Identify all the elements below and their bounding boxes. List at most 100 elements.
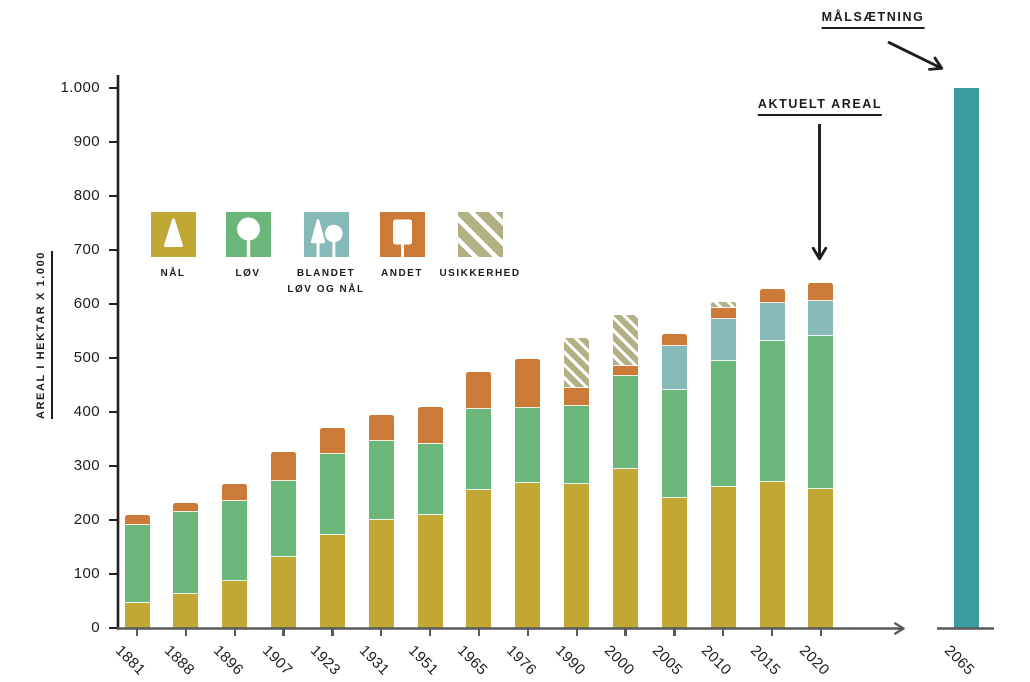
bar-segment-naal [613,469,639,628]
legend-item-naal: NÅL [123,212,223,282]
bar-segment-loev [319,454,345,536]
y-tick [108,410,119,414]
bar-1923 [319,428,345,628]
y-tick-label: 700 [73,241,100,258]
bar-segment-loev [368,440,394,520]
bar-2015 [759,289,785,628]
y-tick [108,626,119,630]
bar-segment-naal [710,487,736,628]
bar-segment-usikkerhed [710,302,736,309]
y-tick [108,302,119,306]
x-tick-label: 1896 [209,642,247,679]
x-tick [184,629,187,636]
x-tick [771,629,774,636]
bar-1976 [515,359,541,628]
target-annotation-label: MÅLSÆTNING [821,10,925,29]
bar-1881 [124,515,150,628]
y-tick-label: 400 [73,403,100,420]
bar-segment-loev [759,340,785,482]
legend-item-blandet: BLANDET LØV OG NÅL [276,212,376,297]
conifer-tree-icon [150,212,196,257]
bar-2010 [710,302,736,628]
current-annotation-label: AKTUELT AREAL [757,97,883,116]
x-tick-label: 1907 [258,642,296,679]
bar-segment-naal [808,489,834,628]
legend-item-loev: LØV [198,212,298,282]
bar-segment-usikkerhed [564,338,590,389]
bar-2065-target [953,88,979,628]
bar-segment-loev [710,360,736,488]
x-tick-label: 1888 [160,642,198,679]
x-tick-label: 2010 [698,642,736,679]
y-tick [108,464,119,468]
bar-segment-andet [466,371,492,409]
y-tick-label: 800 [73,187,100,204]
x-tick [233,629,236,636]
bar-segment-andet [661,334,687,347]
mixed-forest-icon [303,212,349,257]
bar-segment-andet [417,406,443,444]
x-tick [331,629,334,636]
bar-segment-loev [613,375,639,470]
bar-segment-andet [613,366,639,376]
bar-segment-andet [564,388,590,407]
x-tick-label: 1931 [356,642,394,679]
x-tick-label: 1923 [307,642,345,679]
bar-segment-loev [661,389,687,498]
x-tick [722,629,725,636]
bar-1931 [368,415,394,628]
bar-segment-loev [515,407,541,484]
bar-segment-loev [417,443,443,515]
bar-segment-andet [710,308,736,320]
bar-segment-naal [661,497,687,628]
bar-segment-loev [173,511,199,594]
bar-segment-naal [222,580,248,628]
x-tick-label: 1881 [111,642,149,679]
legend-label: LØV [235,268,261,279]
x-tick [380,629,383,636]
y-tick [108,572,119,576]
bar-segment-naal [515,483,541,628]
bar-segment-loev [466,408,492,491]
bar-segment-loev [271,481,297,558]
y-tick-label: 500 [73,349,100,366]
y-tick [108,86,119,90]
x-tick [819,629,823,636]
bar-1951 [417,406,443,628]
y-tick [108,194,119,198]
bar-segment-naal [759,481,785,628]
bar-segment-loev [222,501,248,581]
bar-segment-andet [222,484,248,502]
bar-1888 [173,502,199,628]
bar-segment-andet [173,502,199,512]
x-tick [135,629,139,636]
x-tick [624,629,627,636]
legend-item-usikkerhed: USIKKERHED [430,212,530,282]
bar-segment-usikkerhed [613,314,639,367]
y-tick-label: 200 [73,511,100,528]
x-tick-label: 2020 [795,642,833,679]
bar-1907 [271,452,297,628]
bar-segment-naal [173,594,199,628]
bar-segment-andet [759,289,785,304]
y-tick-label: 300 [73,457,100,474]
bar-segment-andet [271,452,297,482]
x-tick [526,629,529,636]
x-tick-label: 2005 [649,642,687,679]
other-sign-icon [379,212,425,257]
x-tick-label: 1976 [502,642,540,679]
y-tick [108,518,119,522]
bar-segment-naal [368,520,394,628]
bar-segment-naal [466,490,492,628]
x-tick [429,629,432,636]
legend-label: NÅL [160,268,186,279]
x-tick-label: 2065 [940,642,978,679]
bar-2000 [613,314,639,628]
bar-segment-naal [564,484,590,628]
bar-segment-loev [808,335,834,490]
y-tick-label: 600 [73,295,100,312]
uncertainty-hatch-icon [457,212,503,257]
x-tick [477,629,481,636]
legend-item-andet: ANDET [352,212,452,282]
